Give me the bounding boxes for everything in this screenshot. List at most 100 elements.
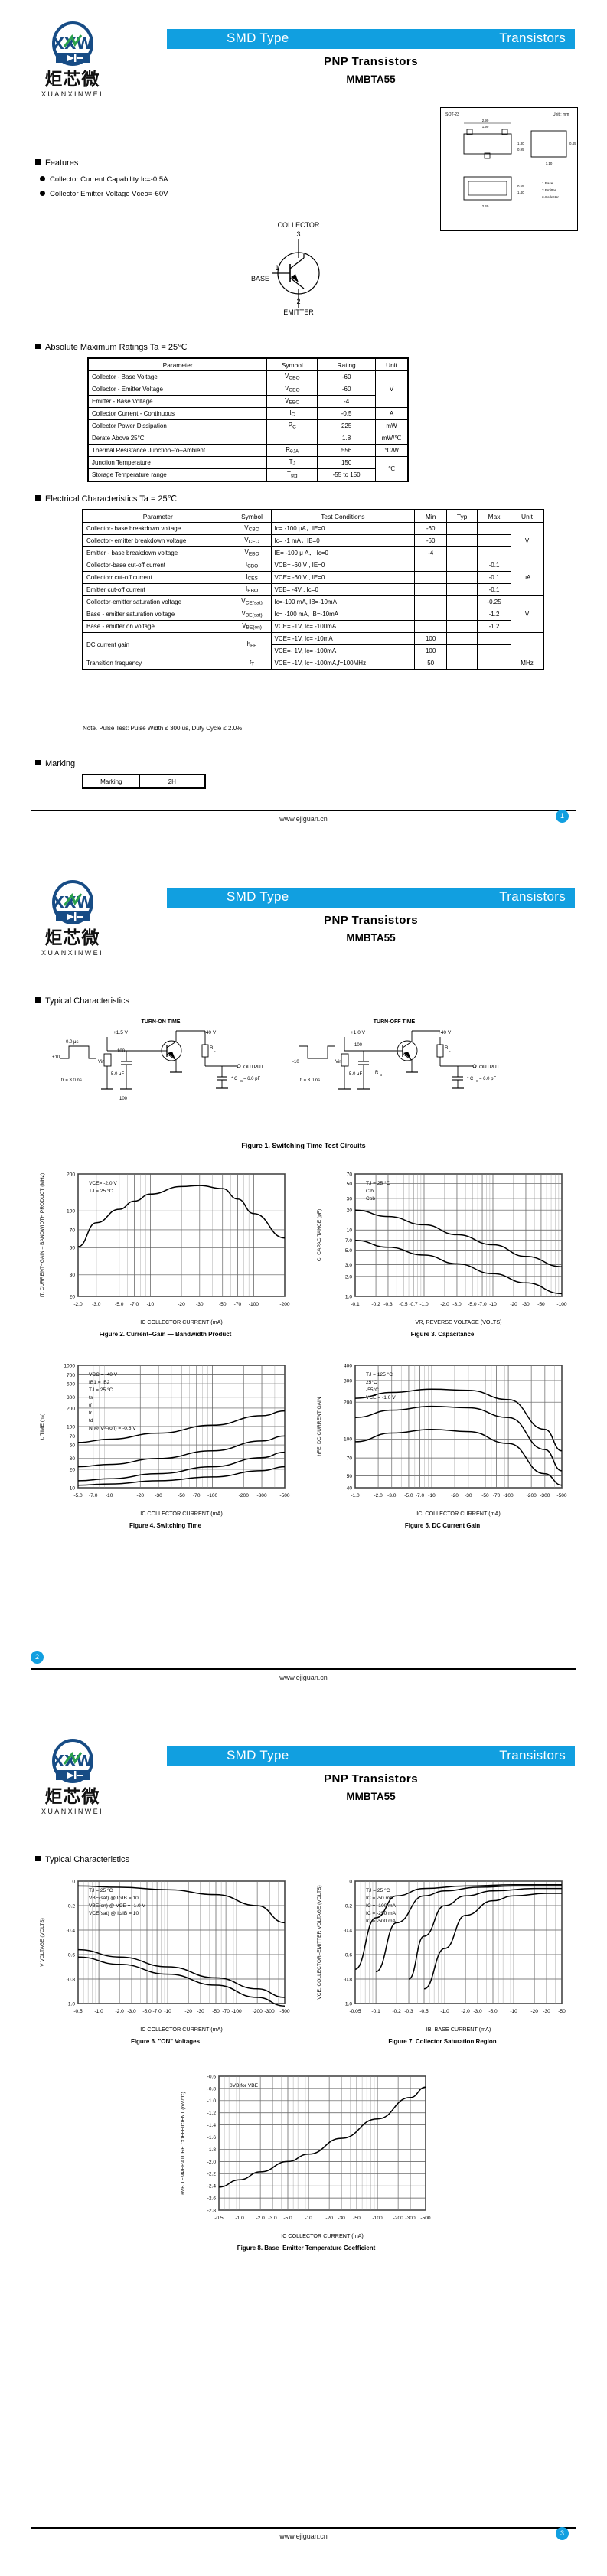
svg-text:Figure 8. Base−Emitter Tempera: Figure 8. Base−Emitter Temperature Coeff… xyxy=(237,2245,376,2252)
svg-text:B: B xyxy=(380,1073,382,1077)
svg-text:-2.0: -2.0 xyxy=(73,1302,83,1307)
svg-text:-55°C: -55°C xyxy=(366,1387,379,1393)
typical-characteristics-heading: Typical Characteristics xyxy=(35,996,129,1006)
svg-text:+40 V: +40 V xyxy=(203,1030,217,1035)
symbol-cell: VCBO xyxy=(232,522,272,535)
svg-text:TURN-OFF TIME: TURN-OFF TIME xyxy=(374,1019,416,1025)
symbol-cell: VBE(sat) xyxy=(232,608,272,621)
svg-text:-5.0: -5.0 xyxy=(283,2216,292,2221)
svg-text:TJ = 25 °C: TJ = 25 °C xyxy=(89,1188,113,1194)
table-row: Marking 2H xyxy=(83,774,206,788)
banner-left-label: SMD Type xyxy=(227,889,289,904)
svg-text:-2.4: -2.4 xyxy=(207,2184,217,2190)
svg-text:100: 100 xyxy=(119,1097,128,1101)
symbol-cell: IEBO xyxy=(232,583,272,596)
min-cell xyxy=(414,571,448,584)
svg-text:-0.2: -0.2 xyxy=(371,1302,380,1307)
svg-text:IC COLLECTOR CURRENT (mA): IC COLLECTOR CURRENT (mA) xyxy=(281,2232,364,2239)
parameter-cell: Base - emitter on voltage xyxy=(83,620,233,633)
test-conditions-cell: VCE= -1V, Ic= -10mA xyxy=(270,632,416,645)
svg-text:-1.0: -1.0 xyxy=(235,2216,244,2221)
rating-cell: -60 xyxy=(317,370,377,383)
page-header: XXW 炬芯微 XUANXINWEI SMD Type Transistors … xyxy=(0,0,607,99)
company-name-en: XUANXINWEI xyxy=(41,1808,103,1815)
svg-text:Vin: Vin xyxy=(335,1060,342,1065)
svg-text:Figure 4. Switching Time: Figure 4. Switching Time xyxy=(129,1522,202,1529)
svg-text:Figure 3. Capacitance: Figure 3. Capacitance xyxy=(411,1331,475,1338)
test-conditions-cell: VCE= -1V, Ic= -100mA,f=100MHz xyxy=(270,657,416,670)
svg-text:1.10: 1.10 xyxy=(546,161,553,165)
company-name-cn: 炬芯微 xyxy=(44,1787,100,1807)
svg-text:-10: -10 xyxy=(305,2216,312,2221)
svg-text:100: 100 xyxy=(67,1209,75,1215)
rating-cell: 1.8 xyxy=(317,432,377,445)
header-banner: SMD Type Transistors xyxy=(167,1746,575,1766)
elec-heading: Electrical Characteristics Ta = 25℃ xyxy=(35,494,177,504)
svg-text:+1.0 V: +1.0 V xyxy=(351,1030,366,1035)
figure-4-chart: -5.0 -7.0 -10 -20 -30 -50 -70 -100 -200 -300 -500 1… xyxy=(35,1355,295,1531)
table-row: Collector- base breakdown voltage VCBO Ic=… xyxy=(83,522,543,559)
svg-text:-500: -500 xyxy=(279,1493,290,1498)
table-row: Collector- emitter breakdown voltage VCEO… xyxy=(83,534,543,547)
parameter-cell: Collector-emitter saturation voltage xyxy=(83,595,233,608)
svg-text:-50: -50 xyxy=(178,1493,185,1498)
test-conditions-cell: VCE= -1V, Ic= -100mA xyxy=(270,620,416,633)
table-row: Collector - Base Voltage VCBO -60 V xyxy=(87,370,408,408)
typical-characteristics-heading: Typical Characteristics xyxy=(35,1855,129,1864)
square-bullet-icon xyxy=(35,495,41,501)
svg-text:-0.6: -0.6 xyxy=(344,1952,353,1958)
svg-text:7.0: 7.0 xyxy=(345,1238,352,1244)
rating-cell: 225 xyxy=(317,419,377,432)
parameter-cell: Storage Temperature range xyxy=(87,468,268,481)
svg-text:Vin: Vin xyxy=(98,1060,105,1065)
svg-text:-50: -50 xyxy=(537,1302,545,1307)
svg-text:-100: -100 xyxy=(231,2009,242,2014)
svg-text:-200: -200 xyxy=(527,1493,537,1498)
min-cell: 100 xyxy=(414,644,448,657)
footer-divider xyxy=(31,2527,576,2529)
test-conditions-cell: IE= -100 μ A． Ic=0 xyxy=(270,546,416,559)
column-header: Symbol xyxy=(266,358,318,371)
banner-left-label: SMD Type xyxy=(227,31,289,45)
svg-text:-2.0: -2.0 xyxy=(207,2160,217,2165)
marking-value: 2H xyxy=(139,774,206,788)
feature-item: Collector Current Capability Ic=-0.5A xyxy=(40,175,168,184)
svg-text:3.0: 3.0 xyxy=(345,1263,352,1268)
test-conditions-cell: VCE=- 1V, Ic= -100mA xyxy=(270,644,416,657)
svg-text:200: 200 xyxy=(67,1172,75,1177)
svg-text:L: L xyxy=(214,1048,216,1052)
transistor-symbol-diagram: COLLECTOR 3 1 BASE 2 EMITTER xyxy=(230,218,367,318)
svg-text:-100: -100 xyxy=(372,2216,383,2221)
company-logo: XXW 炬芯微 XUANXINWEI xyxy=(32,21,113,98)
table-row: Base - emitter saturation voltage VBE(sat… xyxy=(83,608,543,621)
feature-item: Collector Emitter Voltage Vceo=-60V xyxy=(40,190,168,198)
svg-text:70: 70 xyxy=(347,1172,353,1177)
svg-text:-0.6: -0.6 xyxy=(207,2074,217,2079)
svg-text:-300: -300 xyxy=(256,1493,267,1498)
svg-text:-1.6: -1.6 xyxy=(207,2135,217,2141)
svg-text:70: 70 xyxy=(70,1228,76,1233)
svg-text:VCE, COLLECTOR–EMITTER VOLTAGE: VCE, COLLECTOR–EMITTER VOLTAGE (VOLTS) xyxy=(317,1885,322,1999)
table-row: Emitter - Base Voltage VEBO -4 xyxy=(87,395,408,408)
svg-text:-0.4: -0.4 xyxy=(67,1928,76,1933)
rating-cell: 150 xyxy=(317,456,377,469)
svg-text:IC = -250 mA: IC = -250 mA xyxy=(366,1911,397,1916)
header-banner: SMD Type Transistors xyxy=(167,888,575,908)
svg-text:-5.0: -5.0 xyxy=(404,1493,413,1498)
typ-cell xyxy=(446,657,478,670)
svg-text:-0.8: -0.8 xyxy=(344,1977,353,1982)
max-cell xyxy=(477,632,512,645)
switching-time-test-circuits: TURN-ON TIME +1.5 V +40 V 0.0 μs +10 tr … xyxy=(46,1016,566,1138)
svg-text:0: 0 xyxy=(349,1879,352,1884)
svg-text:-1.2: -1.2 xyxy=(207,2111,217,2116)
parameter-cell: Collector Power Dissipation xyxy=(87,419,268,432)
svg-text:50: 50 xyxy=(70,1246,76,1251)
svg-text:-30: -30 xyxy=(522,1302,530,1307)
svg-text:100: 100 xyxy=(117,1049,126,1054)
figure1-caption: Figure 1. Switching Time Test Circuits xyxy=(241,1142,366,1149)
svg-text:N @ Vᴮᴱ(off) = -0.5 V: N @ Vᴮᴱ(off) = -0.5 V xyxy=(89,1426,136,1431)
svg-text:-300: -300 xyxy=(540,1493,550,1498)
svg-text:-2.0: -2.0 xyxy=(115,2009,124,2014)
svg-text:-0.3: -0.3 xyxy=(383,1302,393,1307)
table-row: Collector Power Dissipation PC 225 mW xyxy=(87,419,408,432)
